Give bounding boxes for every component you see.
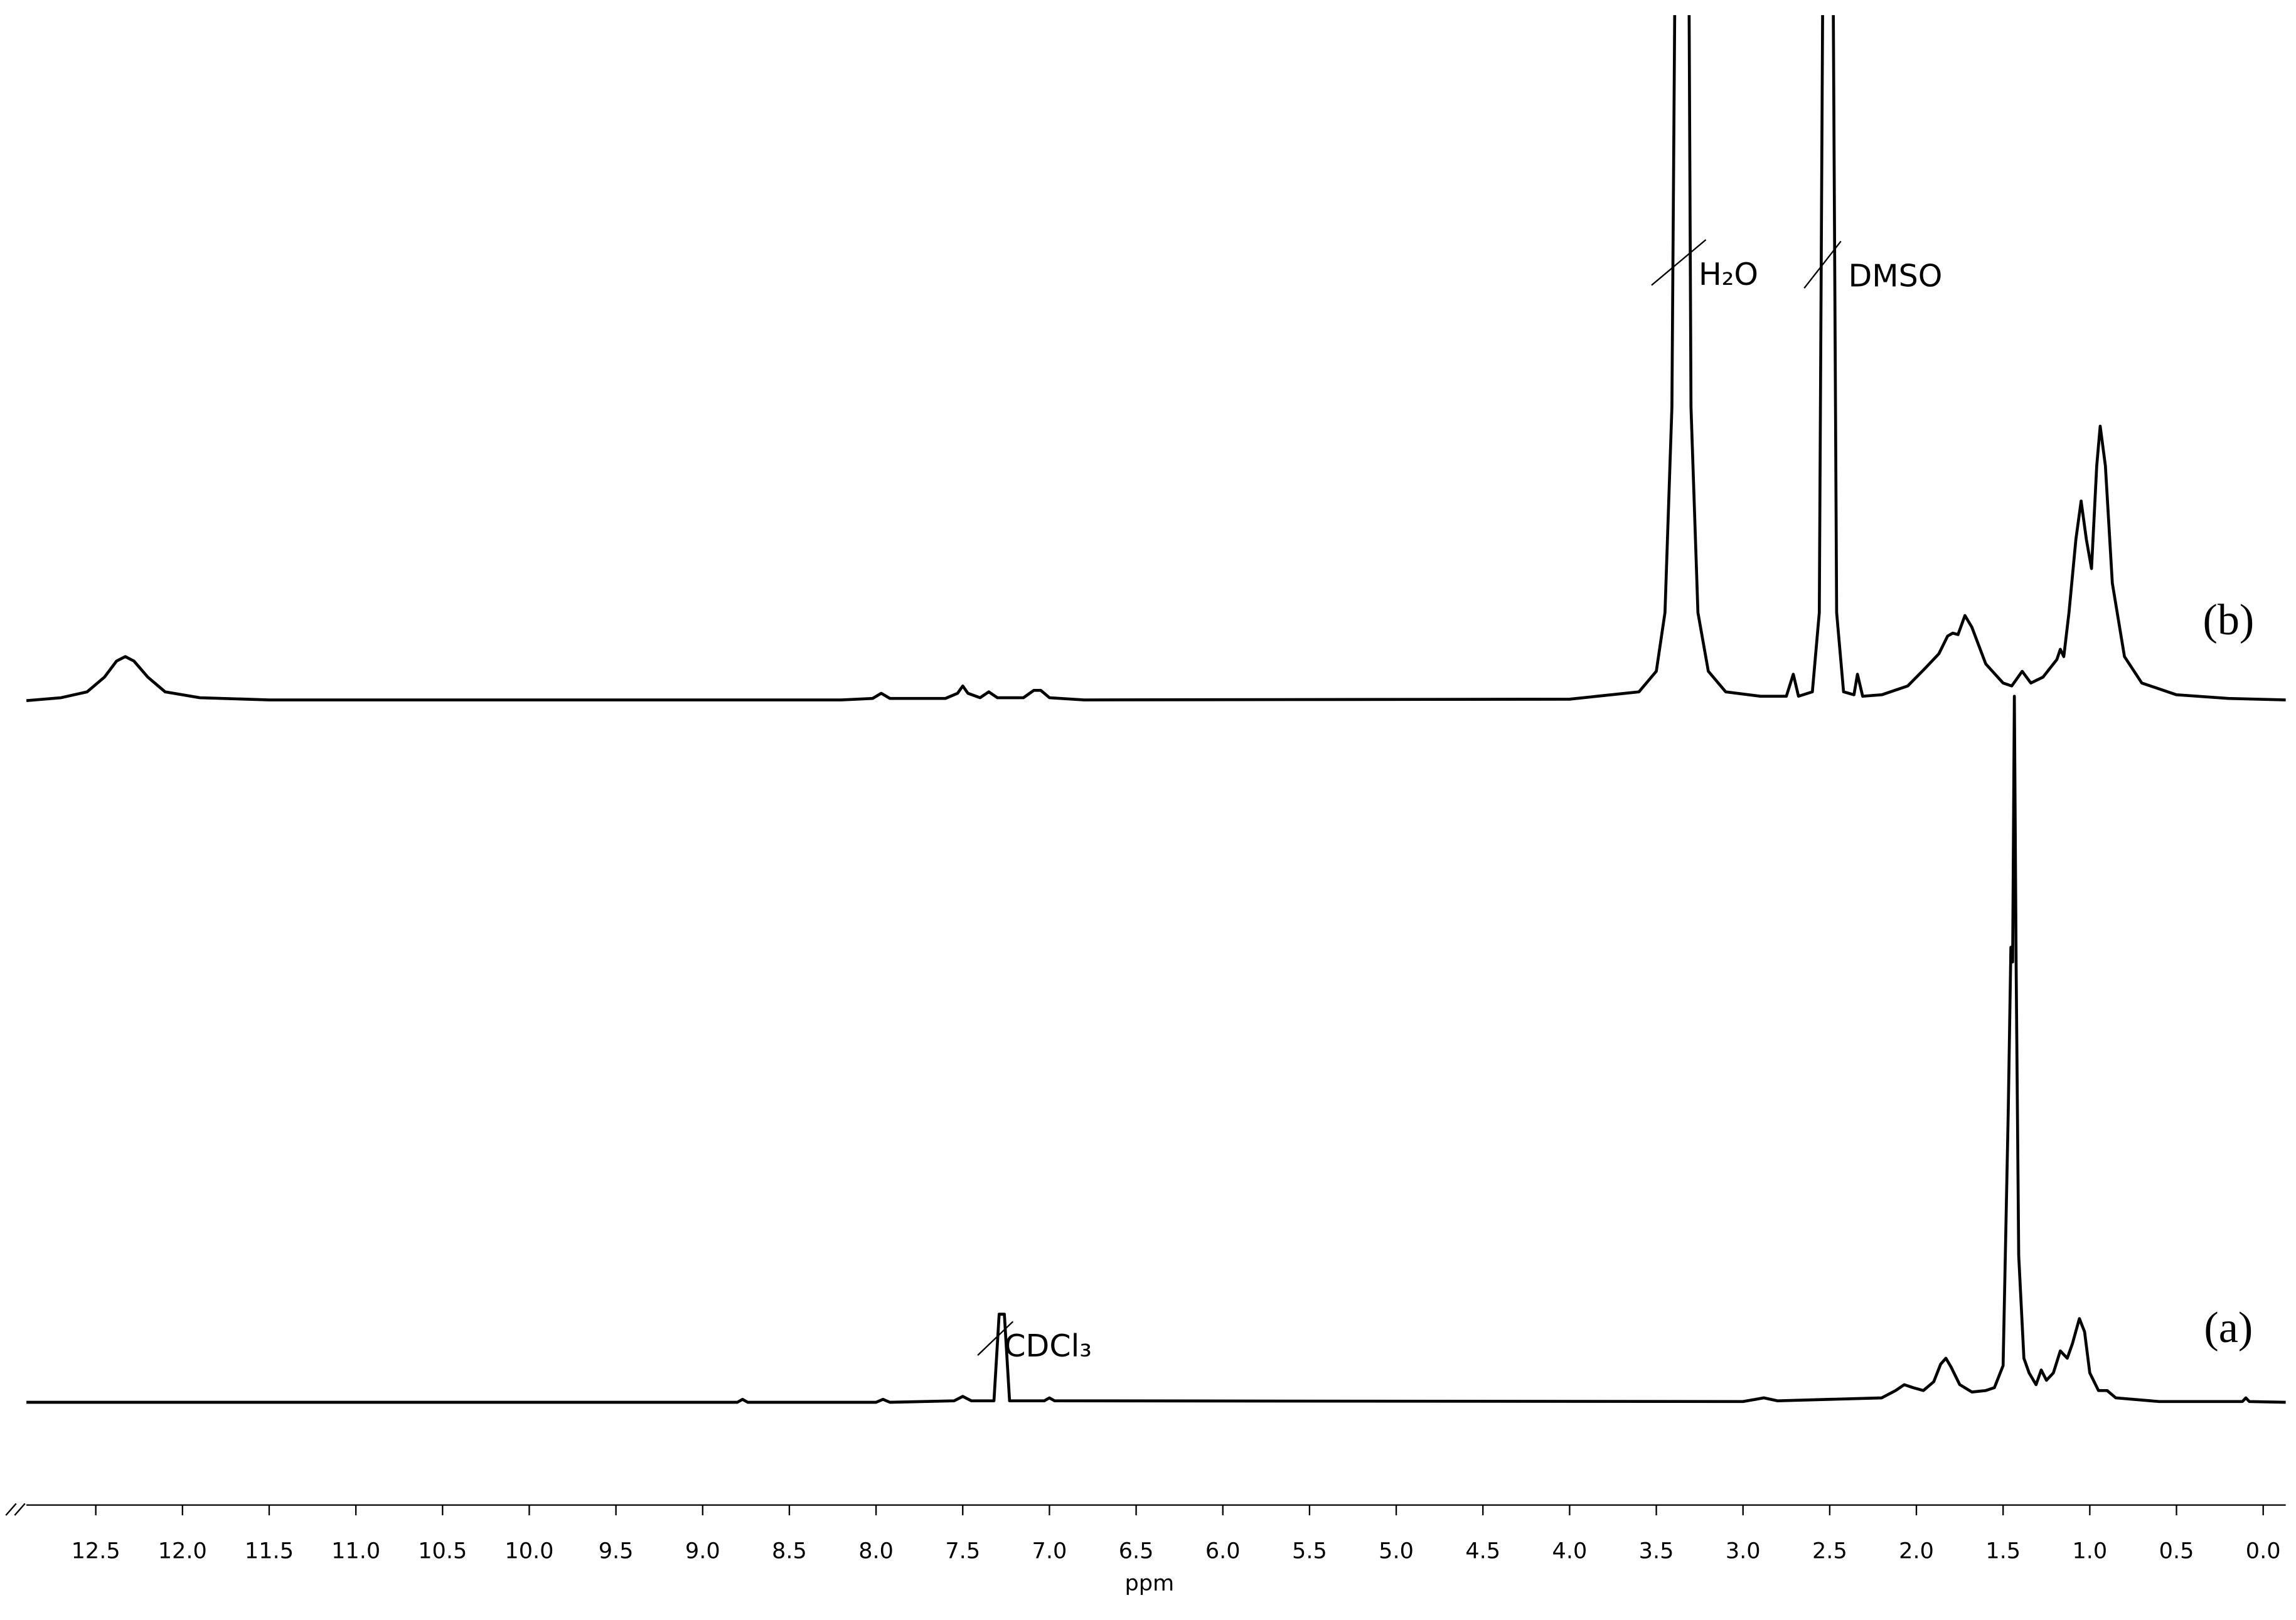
- x-tick-label: 5.0: [1379, 1538, 1414, 1564]
- x-tick-label: 2.5: [1812, 1538, 1847, 1564]
- x-tick-label: 12.0: [158, 1538, 207, 1564]
- peak-annotation: H₂O: [1699, 256, 1758, 292]
- x-tick-label: 6.0: [1205, 1538, 1241, 1564]
- axis-break: [14, 1503, 26, 1516]
- break-mark: [1651, 239, 1707, 286]
- x-tick-label: 7.5: [945, 1538, 980, 1564]
- x-tick-label: 2.0: [1899, 1538, 1934, 1564]
- x-tick-label: 1.5: [1985, 1538, 2021, 1564]
- x-tick-label: 4.0: [1552, 1538, 1588, 1564]
- x-tick-label: 4.5: [1465, 1538, 1500, 1564]
- x-tick-label: 10.5: [418, 1538, 467, 1564]
- x-tick-label: 10.0: [505, 1538, 553, 1564]
- spectrum-line: [26, 695, 2286, 1404]
- x-tick-label: 0.5: [2159, 1538, 2194, 1564]
- spectrum-label: (b): [2203, 595, 2254, 644]
- x-tick-label: 8.0: [858, 1538, 894, 1564]
- x-tick-label: 1.0: [2072, 1538, 2107, 1564]
- x-tick-label: 9.5: [599, 1538, 634, 1564]
- x-tick-label: 8.5: [772, 1538, 807, 1564]
- x-tick-label: 5.5: [1292, 1538, 1327, 1564]
- peak-annotation: DMSO: [1848, 257, 1942, 294]
- x-tick-label: 11.5: [245, 1538, 294, 1564]
- x-tick-label: 0.0: [2246, 1538, 2281, 1564]
- x-tick-label: 7.0: [1032, 1538, 1067, 1564]
- spectrum-label: (a): [2204, 1303, 2253, 1352]
- spectrum-line: [26, 15, 2286, 703]
- x-tick-label: 11.0: [331, 1538, 380, 1564]
- x-axis-title: ppm: [1124, 1570, 1174, 1596]
- axis-break: [5, 1503, 17, 1516]
- x-tick-label: 9.0: [685, 1538, 720, 1564]
- x-tick-label: 6.5: [1119, 1538, 1154, 1564]
- x-tick-label: 3.5: [1639, 1538, 1674, 1564]
- break-mark: [977, 1321, 1014, 1356]
- x-tick-label: 12.5: [72, 1538, 120, 1564]
- x-tick-label: 3.0: [1726, 1538, 1761, 1564]
- peak-annotation: CDCl₃: [1004, 1328, 1092, 1364]
